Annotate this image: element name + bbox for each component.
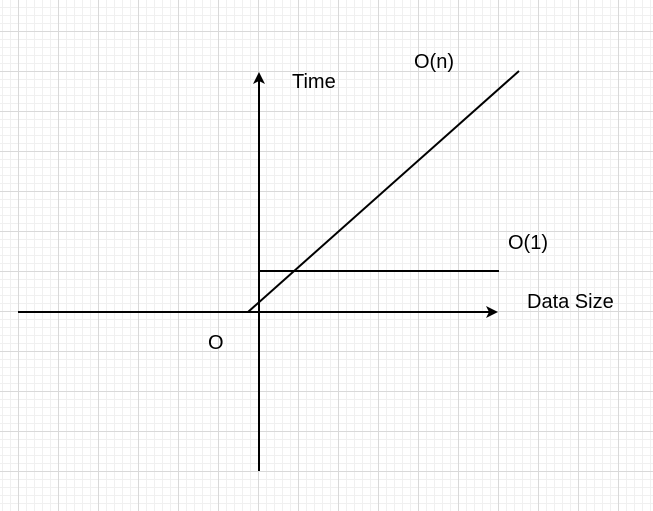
linear-curve-label: O(n) [414, 51, 454, 73]
x-axis-label: Data Size [527, 291, 614, 313]
constant-curve-label: O(1) [508, 232, 548, 254]
linear-line [247, 70, 520, 313]
origin-label: O [208, 332, 224, 354]
y-axis-label: Time [292, 71, 336, 93]
